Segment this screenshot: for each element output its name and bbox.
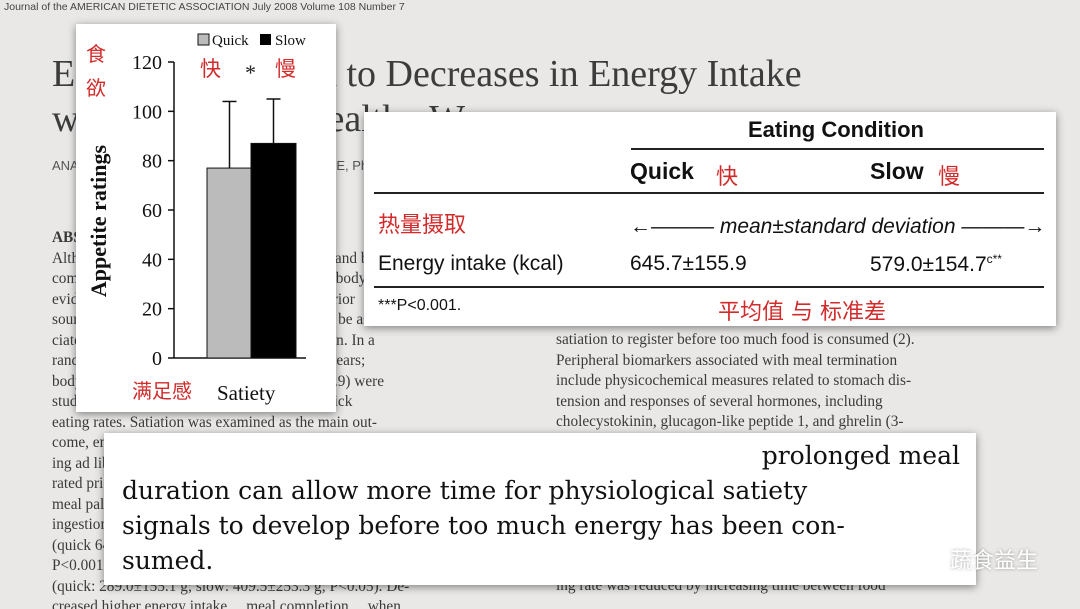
quote-line-4: sumed. [122, 546, 214, 575]
journal-header: Journal of the AMERICAN DIETETIC ASSOCIA… [4, 1, 405, 13]
quote-line-3: signals to develop before too much energ… [122, 511, 845, 540]
column-slow: Slow [870, 158, 924, 184]
significance-marker: * [245, 60, 256, 85]
legend-label-quick: Quick [212, 33, 249, 49]
body-line: Peripheral biomarkers associated with me… [556, 351, 898, 369]
bar-quick [206, 167, 253, 359]
abstract-line: creased higher energy intake ... meal co… [52, 598, 401, 609]
column-slow-cn: 慢 [938, 165, 961, 190]
y-tick-label: 0 [152, 348, 162, 370]
y-tick-label: 20 [142, 299, 162, 321]
y-tick-label: 40 [142, 249, 162, 271]
x-axis-label-cn: 满足感 [132, 379, 192, 403]
label-quick-cn: 快 [200, 57, 221, 81]
watermark-text: 蔬食益生 [950, 549, 1039, 574]
row-label: Energy intake (kcal) [378, 252, 564, 275]
quote-line-2: duration can allow more time for physiol… [122, 476, 808, 505]
body-line: cholecystokinin, glucagon-like peptide 1… [556, 413, 904, 430]
slow-superscript: c** [986, 252, 1002, 266]
body-line: tension and responses of several hormone… [556, 392, 883, 410]
table-subheader: ←——— mean±standard deviation ———→ [630, 215, 1046, 238]
footnote-cn: 平均值 与 标准差 [718, 300, 886, 325]
table-card: Eating Condition Quick 快 Slow 慢 热量摄取 ←——… [364, 112, 1056, 326]
y-tick-label: 60 [142, 200, 162, 222]
watermark: 蔬食益生 [906, 543, 1038, 575]
wechat-icon [907, 545, 941, 572]
bottom-rule [374, 286, 1044, 288]
table-footnote: ***P<0.001. [378, 297, 462, 314]
quick-value: 645.7±155.9 [630, 252, 747, 275]
chart-plot-area: 0 20 40 60 80 100 120 [132, 52, 306, 370]
y-tick-label: 100 [132, 101, 162, 123]
legend-label-slow: Slow [275, 33, 306, 49]
appetite-bar-chart: 食 欲 Appetite ratings Quick Slow 快 * 慢 0 2… [86, 33, 306, 405]
ylabel-cn-char-1: 食 [86, 42, 106, 66]
abstract-line: eating rates. Satiation was examined as … [52, 413, 377, 431]
slow-value-cell: 579.0±154.7c** [870, 252, 1002, 277]
column-rule [374, 192, 1044, 194]
header-rule [631, 148, 1044, 150]
ylabel-cn-char-2: 欲 [86, 76, 106, 100]
y-tick-label: 80 [142, 151, 162, 173]
legend-swatch-slow [260, 34, 271, 45]
slow-value: 579.0±154.7 [870, 253, 987, 276]
y-axis-label: Appetite ratings [86, 144, 111, 297]
body-line: satiation to register before too much fo… [556, 331, 915, 348]
chart-card: 食 欲 Appetite ratings Quick Slow 快 * 慢 0 2… [76, 24, 336, 412]
column-quick: Quick [630, 158, 694, 184]
column-quick-cn: 快 [716, 165, 739, 190]
table-header: Eating Condition [748, 117, 924, 142]
body-line: include physicochemical measures related… [556, 372, 912, 389]
x-axis-label: Satiety [217, 381, 276, 405]
label-slow-cn: 慢 [275, 57, 296, 81]
bar-slow [250, 142, 297, 359]
quote-line-1: prolonged meal [761, 441, 960, 470]
quote-card: prolonged meal duration can allow more t… [104, 433, 976, 585]
y-tick-label: 120 [132, 52, 162, 74]
row-label-cn: 热量摄取 [378, 213, 467, 238]
legend-swatch-quick [197, 33, 210, 46]
